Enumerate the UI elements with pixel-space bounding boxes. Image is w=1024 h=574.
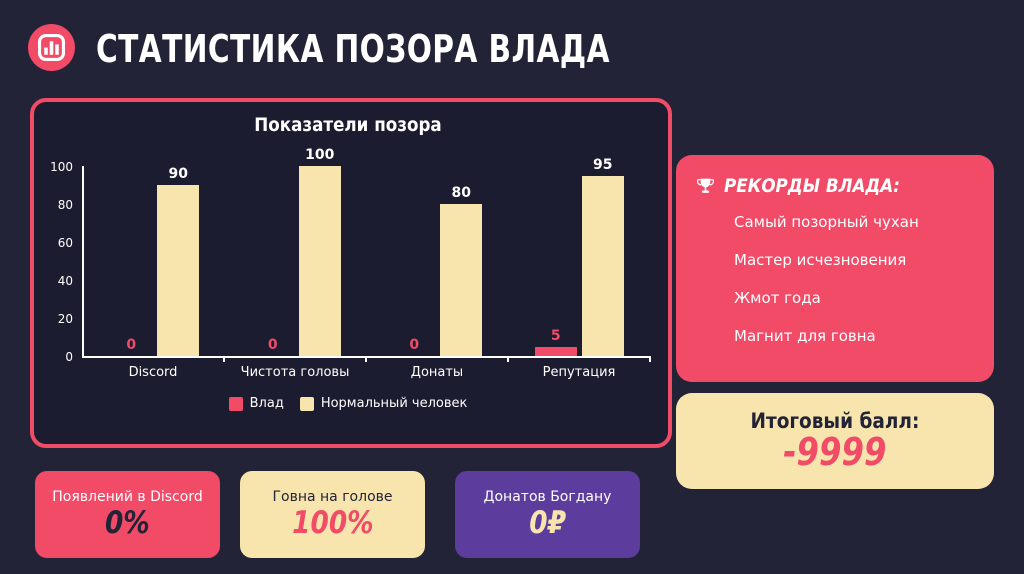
bar-value-label: 90	[168, 166, 188, 182]
x-axis-labels: Discord Чистота головы Донаты Репутация	[82, 356, 651, 380]
x-axis-label: Discord	[82, 356, 225, 380]
chart-panel: Показатели позора 0 20 40 60 80 100 0 90 0 100 0 8…	[30, 98, 672, 448]
bar	[581, 175, 624, 356]
bar-normal-2: 100	[298, 147, 341, 356]
axis-tick	[507, 356, 509, 362]
records-title: РЕКОРДЫ ВЛАДА:	[724, 175, 900, 197]
page-title: СТАТИСТИКА ПОЗОРА ВЛАДА	[96, 27, 610, 71]
bar-value-label: 100	[305, 147, 335, 163]
y-tick-label: 80	[57, 198, 73, 212]
bar-chart-icon	[38, 34, 65, 61]
y-axis: 0 20 40 60 80 100	[46, 161, 82, 364]
y-tick-label: 0	[65, 350, 73, 364]
bar-value-label: 95	[593, 156, 613, 173]
chart-legend: Влад Нормальный человек	[46, 396, 650, 411]
stat-card-value: 100%	[291, 505, 374, 542]
stat-card-head: Говна на голове 100%	[240, 471, 425, 558]
bar-vlad-1: 0	[110, 166, 152, 356]
stat-card-discord: Появлений в Discord 0%	[35, 471, 220, 558]
bar-value-label: 0	[409, 337, 420, 353]
y-tick-label: 100	[50, 160, 73, 174]
bar-normal-1: 90	[157, 166, 200, 356]
bar-value-label: 5	[550, 327, 561, 344]
total-score-label: Итоговый балл:	[750, 409, 920, 434]
plot-area: 0 90 0 100 0 80 5 95	[82, 147, 651, 358]
category-group-4: 5 95	[509, 157, 651, 356]
category-group-3: 0 80	[367, 166, 509, 356]
bar-normal-3: 80	[440, 166, 483, 356]
stat-card-label: Говна на голове	[272, 489, 393, 506]
category-group-2: 0 100	[226, 147, 368, 356]
x-axis-label: Чистота головы	[224, 356, 367, 380]
chart-body: 0 20 40 60 80 100 0 90 0 100 0 80 5 95 Discord Чистот…	[46, 147, 651, 380]
axis-tick	[223, 356, 225, 362]
y-tick-label: 60	[57, 236, 73, 250]
records-header: РЕКОРДЫ ВЛАДА:	[676, 155, 994, 197]
records-item: Самый позорный чухан	[734, 213, 919, 231]
bar	[298, 166, 341, 356]
stat-card-donations: Донатов Богдану 0₽	[455, 471, 640, 558]
trophy-icon	[696, 178, 715, 193]
records-list: Самый позорный чухан Мастер исчезновения…	[734, 213, 994, 345]
bar	[157, 185, 200, 356]
records-item: Мастер исчезновения	[734, 251, 907, 269]
axis-tick	[365, 356, 367, 362]
bar	[440, 204, 483, 356]
legend-label-normal: Нормальный человек	[320, 396, 468, 411]
records-item: Жмот года	[734, 289, 821, 307]
records-panel: РЕКОРДЫ ВЛАДА: Самый позорный чухан Маст…	[676, 155, 994, 382]
bar-normal-4: 95	[581, 157, 624, 356]
legend-label-vlad: Влад	[249, 396, 284, 411]
bar-value-label: 80	[451, 185, 471, 201]
bar-vlad-3: 0	[393, 166, 435, 356]
chart-title: Показатели позора	[254, 114, 442, 136]
stat-card-value: 0%	[105, 505, 150, 542]
plot-column: 0 90 0 100 0 80 5 95 Discord Чистота головы Донат…	[82, 147, 651, 380]
bar-vlad-2: 0	[252, 166, 294, 356]
x-axis-label: Репутация	[508, 356, 651, 380]
stat-card-label: Появлений в Discord	[52, 489, 203, 506]
bar-value-label: 0	[267, 337, 278, 353]
y-tick-label: 20	[57, 312, 73, 326]
legend-item-vlad: Влад	[228, 396, 284, 411]
stat-card-label: Донатов Богдану	[483, 489, 612, 506]
total-score-value: -9999	[783, 430, 887, 475]
legend-item-normal: Нормальный человек	[299, 396, 468, 411]
bar-value-label: 0	[126, 337, 137, 353]
legend-swatch-vlad	[228, 396, 243, 411]
legend-swatch-normal	[299, 396, 314, 411]
total-score-panel: Итоговый балл: -9999	[676, 393, 994, 489]
bar-vlad-4: 5	[534, 166, 577, 356]
y-tick-label: 40	[57, 274, 73, 288]
logo	[28, 24, 75, 71]
x-axis-label: Донаты	[366, 356, 509, 380]
bar	[534, 346, 577, 356]
category-group-1: 0 90	[84, 166, 226, 356]
records-item: Магнит для говна	[734, 327, 876, 345]
axis-tick	[649, 356, 651, 362]
stat-card-value: 0₽	[529, 505, 566, 542]
